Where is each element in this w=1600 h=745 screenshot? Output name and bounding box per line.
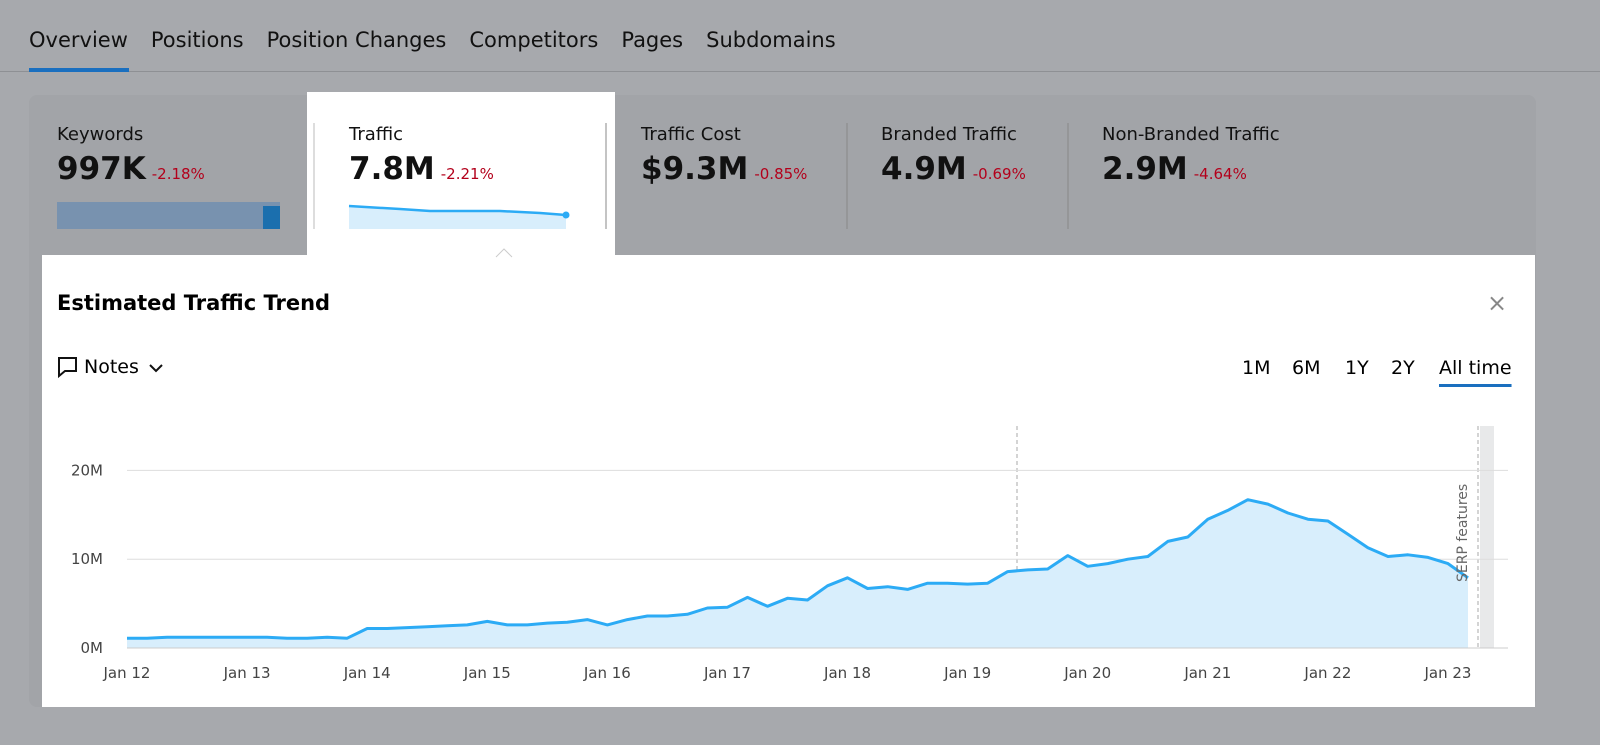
- tab[interactable]: Pages: [621, 28, 684, 52]
- metric-row: $9.3M -0.85%: [641, 151, 807, 187]
- keywords-sparkline-last: [263, 206, 280, 229]
- metric-label: Traffic Cost: [641, 124, 741, 145]
- chevron: [149, 364, 163, 373]
- range-underline: [1439, 384, 1512, 387]
- x-tick-label: Jan 19: [943, 664, 991, 682]
- tab[interactable]: Position Changes: [266, 28, 447, 52]
- metric-change: -0.69%: [972, 165, 1026, 183]
- metric-row: 2.9M -4.64%: [1102, 151, 1280, 187]
- metric-card[interactable]: Traffic 7.8M -2.21%: [349, 124, 494, 187]
- y-tick-label: 10M: [71, 550, 103, 568]
- y-tick-label: 0M: [81, 639, 104, 657]
- metric-card[interactable]: Keywords 997K -2.18%: [57, 124, 205, 187]
- tab[interactable]: Subdomains: [706, 28, 836, 52]
- x-tick-label: Jan 14: [343, 664, 391, 682]
- annotation: SERP features: [1455, 484, 1471, 582]
- x-tick-label: Jan 18: [823, 664, 871, 682]
- active-tab-underline: [29, 68, 129, 72]
- metric-card[interactable]: Traffic Cost $9.3M -0.85%: [641, 124, 807, 187]
- metric-value: $9.3M: [641, 151, 749, 187]
- metric-label: Keywords: [57, 124, 144, 145]
- traffic-sparkline-dot: [562, 211, 570, 219]
- x-tick-label: Jan 15: [463, 664, 511, 682]
- metric-change: -2.21%: [440, 165, 494, 183]
- traffic-sparkline: [348, 204, 567, 217]
- metric-change: -2.18%: [151, 165, 205, 183]
- metric-row: 7.8M -2.21%: [349, 151, 494, 187]
- metric-value: 2.9M: [1102, 151, 1188, 187]
- metric-label: Branded Traffic: [881, 124, 1017, 145]
- close-button[interactable]: ×: [1487, 289, 1507, 317]
- notes-icon: [58, 357, 77, 379]
- tab[interactable]: Overview: [29, 28, 128, 52]
- panel-title: Estimated Traffic Trend: [57, 291, 330, 315]
- line: [127, 498, 1469, 640]
- range-button[interactable]: 6M: [1292, 357, 1320, 379]
- keywords-sparkline: [57, 202, 280, 229]
- metric-card[interactable]: Branded Traffic 4.9M -0.69%: [881, 124, 1026, 187]
- x-tick-label: Jan 21: [1183, 664, 1231, 682]
- pointer: [495, 248, 513, 258]
- notes-button[interactable]: Notes: [84, 356, 139, 378]
- metric-value: 7.8M: [349, 151, 435, 187]
- metric-row: 997K -2.18%: [57, 151, 205, 187]
- metric-change: -0.85%: [754, 165, 808, 183]
- x-tick-label: Jan 17: [703, 664, 751, 682]
- tab-bar: Overview Positions Position Changes Competi…: [29, 28, 836, 52]
- area: [127, 499, 1469, 648]
- metric-value: 4.9M: [881, 151, 967, 187]
- metric-change: -4.64%: [1193, 165, 1247, 183]
- y-tick-label: 20M: [71, 461, 103, 479]
- x-tick-label: Jan 13: [223, 664, 271, 682]
- divider: [0, 71, 1600, 72]
- traffic-sparkline-area: [349, 206, 566, 229]
- range-button[interactable]: All time: [1439, 357, 1512, 379]
- range-button[interactable]: 2Y: [1391, 357, 1415, 379]
- metric-label: Traffic: [349, 124, 404, 145]
- x-tick-label: Jan 16: [583, 664, 631, 682]
- range-button[interactable]: 1M: [1242, 357, 1270, 379]
- range-button[interactable]: 1Y: [1345, 357, 1369, 379]
- metric-card[interactable]: Non-Branded Traffic 2.9M -4.64%: [1102, 124, 1280, 187]
- tab[interactable]: Positions: [150, 28, 244, 52]
- event-band: [1480, 426, 1494, 648]
- selected-card: [307, 92, 615, 257]
- metric-value: 997K: [57, 151, 146, 187]
- x-tick-label: Jan 12: [103, 664, 151, 682]
- metric-row: 4.9M -0.69%: [881, 151, 1026, 187]
- x-tick-label: Jan 20: [1063, 664, 1111, 682]
- metric-label: Non-Branded Traffic: [1102, 124, 1280, 145]
- x-tick-label: Jan 22: [1303, 664, 1351, 682]
- x-tick-label: Jan 23: [1424, 664, 1472, 682]
- tab[interactable]: Competitors: [469, 28, 599, 52]
